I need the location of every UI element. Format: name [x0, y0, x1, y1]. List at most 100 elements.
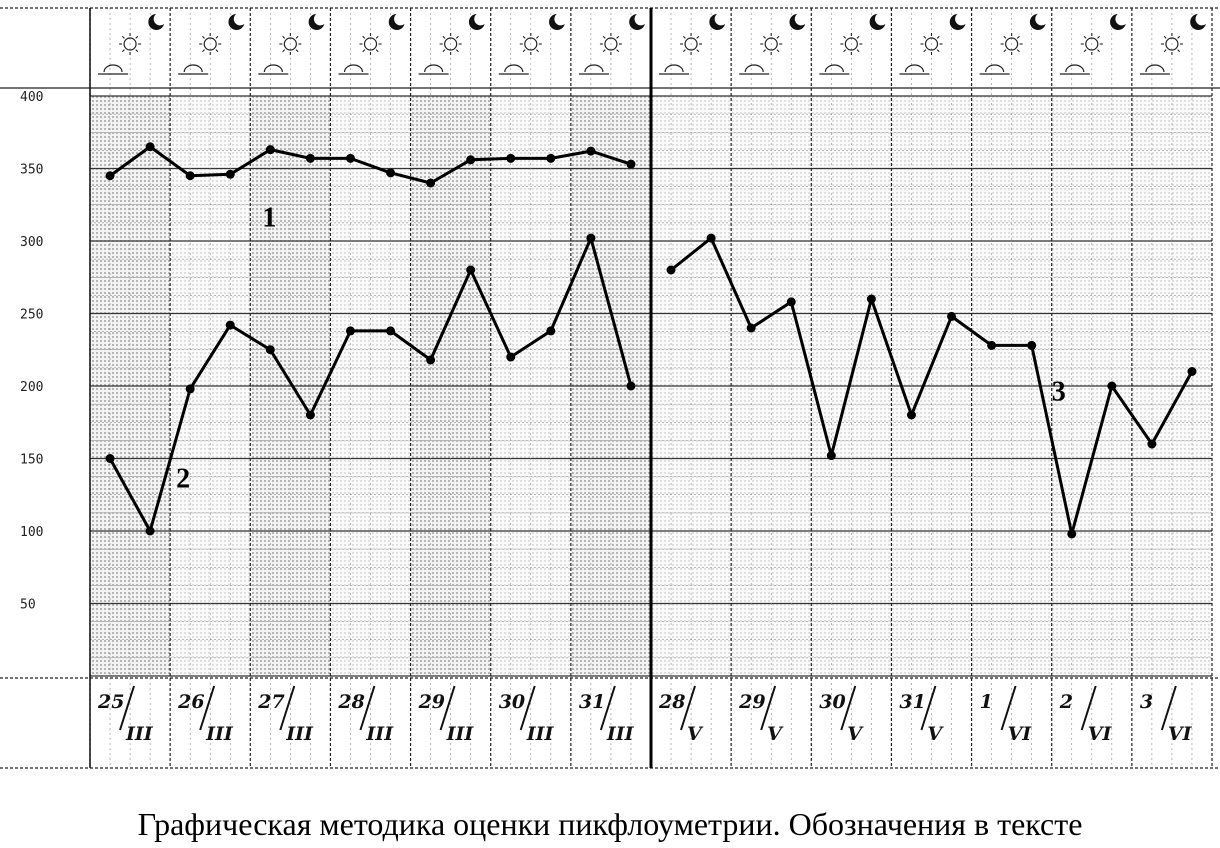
moon-icon — [388, 14, 405, 30]
data-point — [185, 171, 195, 181]
sun-ray — [843, 35, 847, 39]
sun-ray — [375, 35, 379, 39]
series-line-1 — [109, 145, 632, 185]
day-icon-group — [899, 14, 966, 75]
sunrise-icon — [904, 64, 925, 73]
date-month: V — [927, 723, 944, 745]
sun-ray — [843, 49, 847, 53]
sun-ray — [536, 35, 539, 39]
data-point — [826, 451, 836, 461]
sunrise-icon — [183, 64, 203, 73]
date-label: 28V — [658, 685, 704, 745]
sun-ray — [362, 49, 366, 53]
sunrise-icon — [1145, 64, 1165, 73]
date-month: VI — [1008, 723, 1033, 745]
date-day: 1 — [980, 691, 993, 713]
y-tick-label: 250 — [20, 308, 43, 323]
series-marker-2: 2 — [176, 464, 190, 495]
sun-icon — [604, 37, 618, 51]
data-point — [426, 178, 436, 188]
sun-ray — [1016, 35, 1020, 39]
series-1 — [105, 142, 636, 188]
data-point — [466, 155, 476, 165]
data-point — [225, 169, 235, 179]
sun-ray — [362, 35, 366, 39]
date-label: 2 VI — [1059, 685, 1112, 745]
y-tick-label: 200 — [20, 380, 43, 395]
data-point — [345, 326, 355, 336]
sun-ray — [455, 35, 459, 39]
sun-ray — [776, 49, 780, 53]
sun-icon — [1165, 37, 1179, 51]
sun-ray — [522, 49, 526, 53]
date-slash — [1080, 685, 1097, 731]
sun-ray — [936, 35, 940, 39]
date-day: 30 — [499, 691, 525, 713]
data-point — [145, 142, 155, 152]
sun-ray — [763, 49, 766, 53]
data-point — [305, 410, 315, 420]
date-day: 30 — [819, 691, 845, 713]
sun-ray — [682, 49, 686, 53]
sun-ray — [602, 35, 606, 39]
data-point — [626, 159, 636, 169]
sun-ray — [455, 49, 459, 53]
date-month: III — [205, 723, 234, 745]
moon-icon — [1190, 14, 1206, 30]
day-icon-group — [1059, 14, 1126, 75]
date-month: V — [687, 723, 704, 745]
sun-ray — [1083, 35, 1087, 39]
data-point — [145, 526, 155, 536]
sun-icon — [924, 37, 939, 51]
day-icon-group — [578, 14, 645, 75]
sunrise-icon — [664, 64, 684, 73]
data-point — [185, 384, 195, 394]
day-icon-group — [739, 14, 806, 75]
series-marker-1: 1 — [262, 203, 276, 234]
moon-icon — [949, 14, 966, 30]
date-day: 27 — [257, 691, 284, 713]
sun-icon — [283, 37, 297, 51]
sunrise-icon — [1065, 64, 1085, 73]
data-point — [386, 168, 396, 178]
sun-ray — [696, 49, 700, 53]
sun-ray — [856, 49, 860, 53]
date-day: 29 — [418, 691, 445, 713]
sun-icon — [764, 37, 778, 51]
data-point — [706, 233, 716, 243]
data-point — [225, 320, 235, 330]
data-point — [265, 345, 275, 355]
sun-ray — [923, 35, 927, 39]
data-point — [466, 265, 476, 275]
sunrise-icon — [103, 64, 123, 73]
data-point — [506, 153, 516, 163]
date-slash — [599, 685, 616, 731]
sun-ray — [1097, 49, 1100, 53]
y-tick-label: 100 — [20, 525, 43, 540]
sun-icon — [363, 37, 378, 51]
date-slash — [680, 685, 696, 731]
y-tick-label: 150 — [20, 453, 43, 468]
sun-ray — [202, 35, 205, 39]
sun-icon — [1085, 37, 1099, 51]
date-month: V — [767, 723, 784, 745]
data-point — [786, 297, 796, 307]
sun-ray — [442, 35, 446, 39]
data-point — [265, 145, 275, 155]
day-icon-group — [178, 14, 245, 75]
data-point — [546, 153, 556, 163]
sun-ray — [442, 49, 446, 53]
time-of-day-icons — [98, 14, 1206, 75]
date-day: 3 — [1140, 691, 1153, 713]
date-slash — [920, 685, 937, 731]
date-day: 31 — [579, 691, 605, 713]
sun-ray — [215, 49, 219, 53]
date-label: 31V — [899, 685, 944, 745]
sun-ray — [282, 35, 286, 39]
sunrise-icon — [424, 64, 444, 73]
date-day: 2 — [1059, 691, 1073, 713]
moon-icon — [789, 14, 806, 30]
